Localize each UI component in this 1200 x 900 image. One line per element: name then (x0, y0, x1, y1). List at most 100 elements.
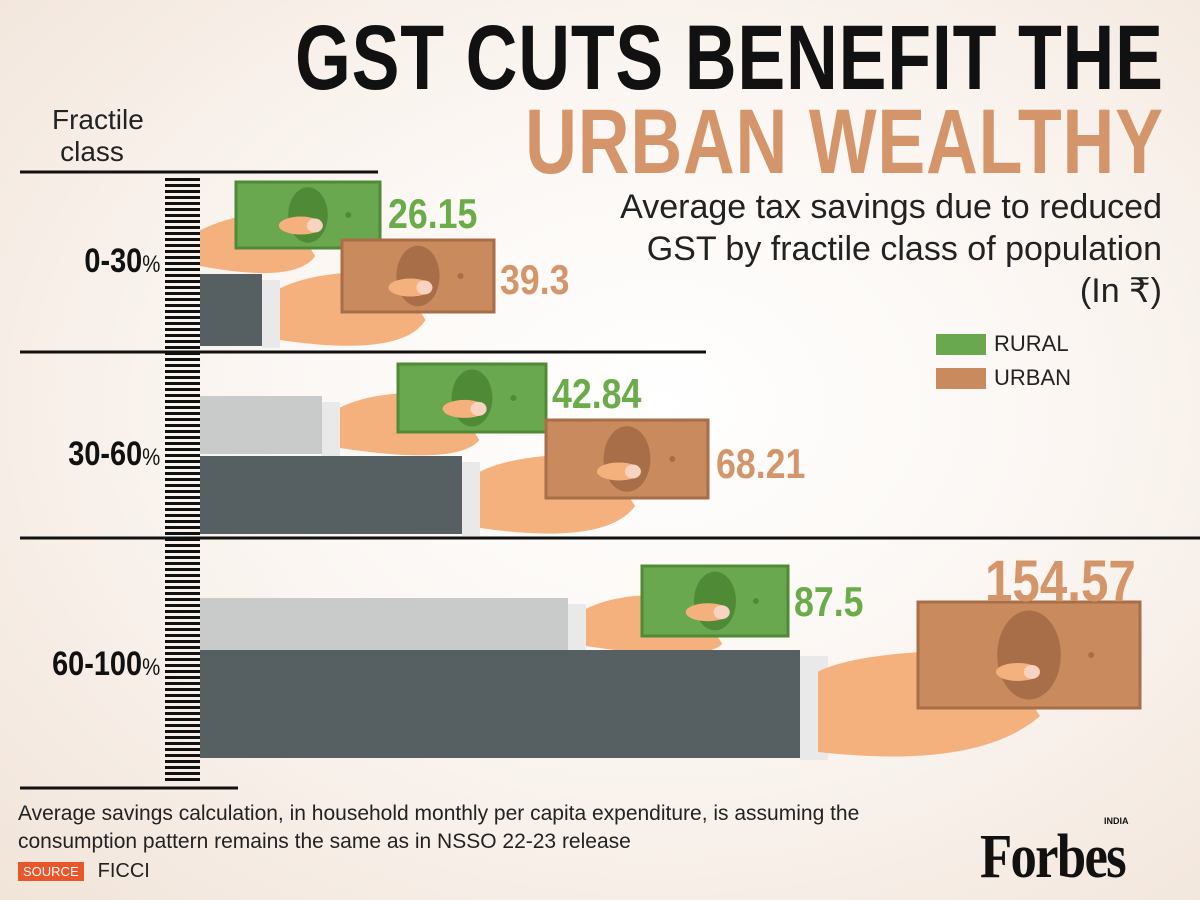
axis-tick (165, 706, 200, 709)
forbes-logo-india: INDIA (1104, 816, 1129, 826)
sleeve-urban (200, 274, 262, 346)
axis-tick (165, 202, 200, 205)
axis-tick (165, 256, 200, 259)
cuff-rural (568, 604, 586, 654)
footnote: Average savings calculation, in househol… (18, 802, 860, 853)
legend-label: RURAL (994, 331, 1069, 356)
category-unit: % (141, 444, 160, 471)
data-label-rural: 42.84 (552, 370, 642, 417)
money-portrait-rural (451, 369, 493, 427)
axis-tick (165, 472, 200, 475)
axis-tick (165, 544, 200, 547)
axis-tick (165, 622, 200, 625)
axis-tick (165, 598, 200, 601)
axis-tick (165, 304, 200, 307)
axis-tick (165, 766, 200, 769)
axis-tick (165, 280, 200, 283)
axis-tick (165, 778, 200, 781)
category-unit: % (141, 251, 160, 278)
thumbnail-urban (1023, 664, 1040, 679)
axis-tick (165, 328, 200, 331)
category-text: 60-100 (51, 645, 142, 683)
axis-tick (165, 238, 200, 241)
axis-tick (165, 676, 200, 679)
axis-tick (165, 514, 200, 517)
axis-tick (165, 646, 200, 649)
axis-tick (165, 574, 200, 577)
axis-tick (165, 562, 200, 565)
data-label-rural: 26.15 (388, 190, 478, 237)
title-line-2: URBAN WEALTHY (525, 91, 1164, 193)
axis-tick (165, 712, 200, 715)
thumbnail-rural (713, 605, 730, 620)
axis-tick (165, 442, 200, 445)
axis-tick (165, 748, 200, 751)
axis-tick (165, 310, 200, 313)
sleeve-urban (200, 650, 800, 758)
axis-tick (165, 736, 200, 739)
legend-rural: RURAL (936, 331, 1069, 357)
axis-tick (165, 640, 200, 643)
axis-tick (165, 448, 200, 451)
axis-tick (165, 772, 200, 775)
axis-tick (165, 532, 200, 535)
axis-tick (165, 370, 200, 373)
axis-tick (165, 292, 200, 295)
axis-tick (165, 568, 200, 571)
title-line-1: GST CUTS BENEFIT THE (295, 7, 1164, 109)
axis-tick (165, 346, 200, 349)
axis-tick (165, 754, 200, 757)
axis-tick (165, 580, 200, 583)
axis-tick (165, 700, 200, 703)
axis-tick (165, 220, 200, 223)
axis-tick (165, 496, 200, 499)
category-label: 0-30% (84, 242, 160, 281)
axis-tick (165, 250, 200, 253)
data-label-rural: 87.5 (794, 578, 864, 625)
axis-tick (165, 658, 200, 661)
sleeve-rural (200, 396, 322, 454)
money-dot-urban (669, 456, 676, 462)
axis-tick (165, 526, 200, 529)
axis-tick (165, 190, 200, 193)
axis-tick (165, 466, 200, 469)
axis-tick (165, 730, 200, 733)
axis-tick (165, 412, 200, 415)
source: SOURCE FICCI (18, 860, 150, 883)
thumbnail-urban (416, 280, 433, 295)
legend-urban: URBAN (936, 365, 1071, 391)
data-label-urban: 154.57 (985, 549, 1136, 614)
axis-tick (165, 178, 200, 181)
axis-tick (165, 406, 200, 409)
axis-tick (165, 244, 200, 247)
source-badge: SOURCE (18, 862, 84, 881)
axis-tick (165, 316, 200, 319)
axis-tick (165, 628, 200, 631)
axis-tick (165, 586, 200, 589)
axis-tick (165, 208, 200, 211)
axis-tick (165, 340, 200, 343)
axis-tick (165, 298, 200, 301)
money-portrait-urban (997, 610, 1061, 700)
axis-tick (165, 262, 200, 265)
thumbnail-urban (624, 464, 641, 479)
money-dot-rural (345, 212, 352, 218)
axis-tick (165, 226, 200, 229)
axis-tick (165, 490, 200, 493)
axis-tick (165, 718, 200, 721)
category-text: 0-30 (84, 242, 142, 280)
axis-tick (165, 610, 200, 613)
axis-tick (165, 484, 200, 487)
axis-tick (165, 364, 200, 367)
axis-tick (165, 424, 200, 427)
forbes-logo: Forbes (980, 823, 1127, 891)
legend-swatch-rural (936, 333, 986, 355)
axis-tick (165, 400, 200, 403)
money-portrait-urban (396, 245, 440, 307)
money-dot-urban (1088, 652, 1095, 658)
money-portrait-rural (288, 187, 328, 243)
cuff-rural (322, 402, 340, 456)
axis-tick (165, 502, 200, 505)
axis-tick (165, 388, 200, 391)
